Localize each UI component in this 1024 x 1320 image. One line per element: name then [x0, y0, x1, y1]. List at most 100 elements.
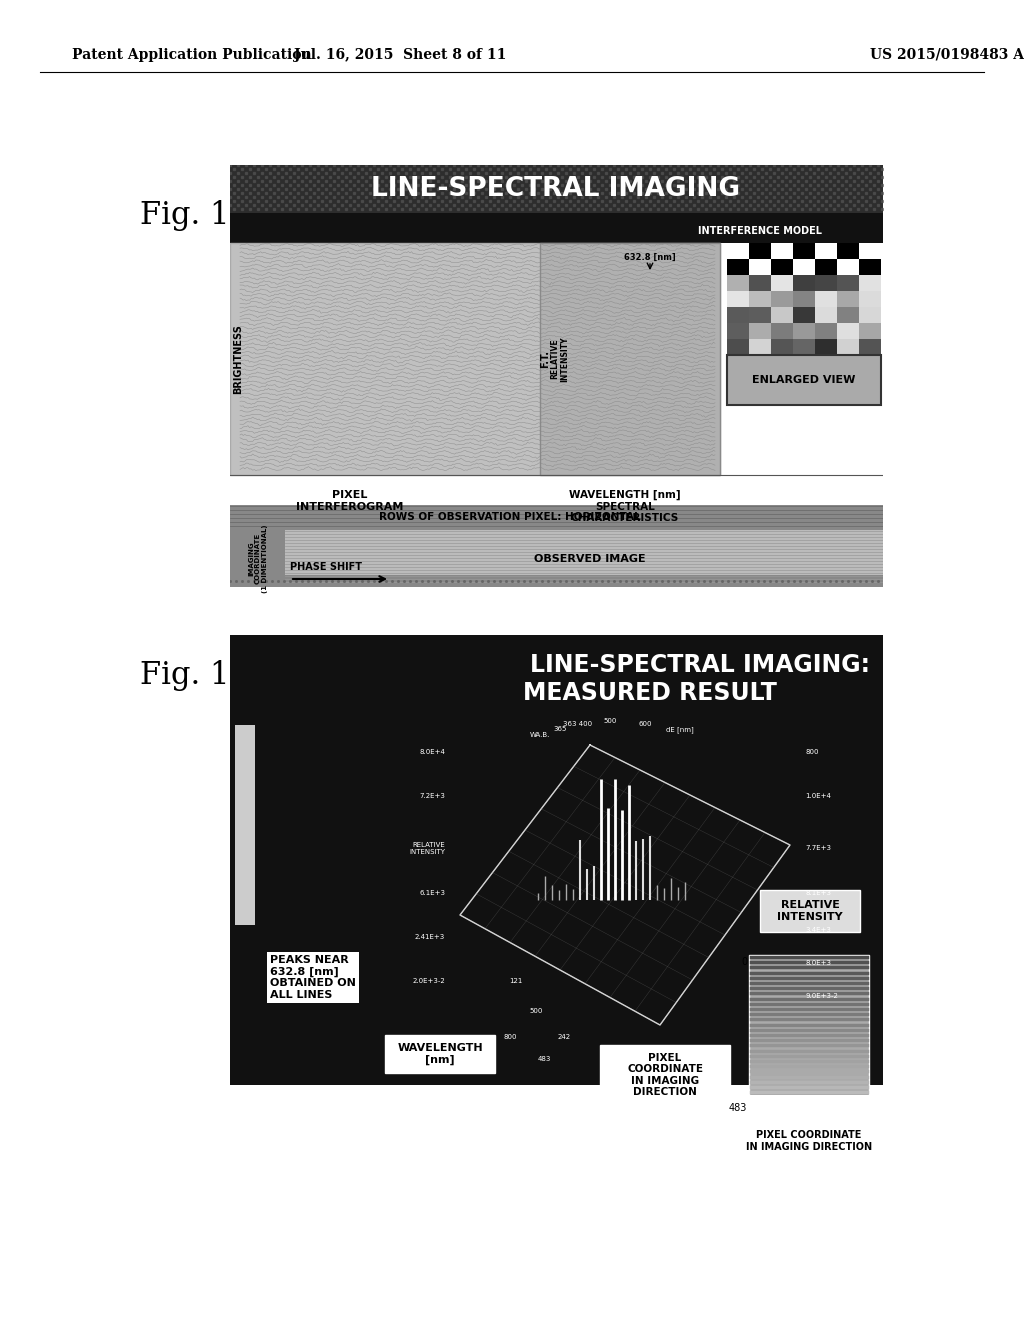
Bar — [727, 243, 749, 259]
Text: LINE-SPECTRAL IMAGING: LINE-SPECTRAL IMAGING — [372, 176, 740, 202]
Text: PIXEL
COORDINATE
IN IMAGING
DIRECTION: PIXEL COORDINATE IN IMAGING DIRECTION — [627, 1052, 703, 1097]
Text: PHASE SHIFT: PHASE SHIFT — [290, 562, 362, 572]
Text: 500: 500 — [603, 718, 616, 723]
Text: 3.4E+3: 3.4E+3 — [805, 927, 830, 933]
Text: 242: 242 — [557, 1034, 570, 1040]
Bar — [727, 275, 749, 290]
Bar — [793, 259, 815, 275]
Text: RELATIVE
INTENSITY: RELATIVE INTENSITY — [550, 337, 569, 381]
Bar — [285, 531, 883, 587]
Bar — [771, 290, 793, 308]
Bar — [230, 576, 883, 587]
Bar — [837, 308, 859, 323]
Bar — [749, 290, 771, 308]
Bar — [230, 165, 883, 213]
Text: Patent Application Publication: Patent Application Publication — [72, 48, 311, 62]
Bar — [837, 259, 859, 275]
Bar — [727, 339, 749, 355]
Text: RELATIVE
INTENSITY: RELATIVE INTENSITY — [409, 842, 445, 855]
Bar — [859, 308, 881, 323]
Text: 500: 500 — [529, 1008, 543, 1014]
Bar — [771, 275, 793, 290]
Bar — [859, 290, 881, 308]
Bar — [760, 890, 860, 932]
Text: dE [nm]: dE [nm] — [667, 726, 694, 733]
Bar — [837, 243, 859, 259]
Text: IMAGING
COORDINATE
(1 DIMENTIONAL): IMAGING COORDINATE (1 DIMENTIONAL) — [248, 524, 268, 593]
Bar — [771, 308, 793, 323]
Bar — [727, 355, 881, 405]
Text: INTERFERENCE MODEL: INTERFERENCE MODEL — [698, 226, 822, 236]
Bar — [815, 339, 837, 355]
Bar — [749, 308, 771, 323]
Text: US 2015/0198483 A1: US 2015/0198483 A1 — [870, 48, 1024, 62]
Text: 800: 800 — [503, 1034, 517, 1040]
Bar — [815, 259, 837, 275]
Text: PEAKS NEAR
632.8 [nm]
OBTAINED ON
ALL LINES: PEAKS NEAR 632.8 [nm] OBTAINED ON ALL LI… — [270, 954, 356, 1001]
Bar — [234, 725, 255, 925]
Text: 9.0E+3-2: 9.0E+3-2 — [805, 993, 838, 999]
Bar — [859, 323, 881, 339]
Text: WA.B.: WA.B. — [529, 733, 550, 738]
Bar — [815, 275, 837, 290]
Text: 363 400: 363 400 — [563, 721, 593, 727]
Bar — [230, 506, 883, 531]
Text: 483: 483 — [538, 1056, 551, 1063]
Bar — [230, 635, 883, 715]
Text: 8.0E+4: 8.0E+4 — [419, 748, 445, 755]
Text: OBSERVED IMAGE: OBSERVED IMAGE — [535, 553, 646, 564]
Bar — [815, 290, 837, 308]
Bar — [793, 339, 815, 355]
Bar — [793, 308, 815, 323]
Bar — [230, 213, 883, 243]
Text: 8.0E+3: 8.0E+3 — [805, 960, 831, 966]
Bar — [837, 339, 859, 355]
Bar — [749, 323, 771, 339]
Bar — [859, 275, 881, 290]
Bar — [749, 275, 771, 290]
Text: WAVELENGTH [nm]
SPECTRAL
CHARACTERISTICS: WAVELENGTH [nm] SPECTRAL CHARACTERISTICS — [569, 490, 681, 524]
Text: RELATIVE
INTENSITY: RELATIVE INTENSITY — [777, 900, 843, 921]
Text: 800: 800 — [805, 748, 818, 755]
Text: Fig. 15: Fig. 15 — [140, 201, 249, 231]
Text: MEASURED RESULT: MEASURED RESULT — [523, 681, 777, 705]
Bar — [793, 275, 815, 290]
Bar — [230, 715, 883, 1085]
Bar — [771, 259, 793, 275]
Text: 365: 365 — [553, 726, 566, 733]
Bar — [793, 323, 815, 339]
Text: ENLARGED VIEW: ENLARGED VIEW — [753, 375, 856, 385]
Text: 6.1E+3: 6.1E+3 — [419, 890, 445, 895]
Bar — [600, 1045, 730, 1105]
Text: 632.8 [nm]: 632.8 [nm] — [624, 253, 676, 261]
Bar — [749, 954, 869, 1115]
Text: 0: 0 — [741, 957, 746, 968]
Text: 2.0E+3-2: 2.0E+3-2 — [413, 978, 445, 985]
Bar — [727, 323, 749, 339]
Bar — [749, 259, 771, 275]
Text: 483: 483 — [729, 1104, 746, 1113]
Text: 600: 600 — [638, 721, 651, 727]
Bar — [230, 531, 285, 587]
Bar — [771, 323, 793, 339]
Bar — [837, 275, 859, 290]
Bar — [837, 290, 859, 308]
Bar — [540, 243, 720, 475]
Bar — [859, 243, 881, 259]
Bar — [837, 323, 859, 339]
Bar — [815, 323, 837, 339]
Bar — [793, 243, 815, 259]
Text: 2.41E+3: 2.41E+3 — [415, 935, 445, 940]
Bar — [385, 1035, 495, 1073]
Text: WAVELENGTH
[nm]: WAVELENGTH [nm] — [397, 1043, 482, 1065]
Bar — [793, 290, 815, 308]
Bar — [859, 339, 881, 355]
Text: LINE-SPECTRAL IMAGING:: LINE-SPECTRAL IMAGING: — [530, 653, 870, 677]
Bar — [815, 308, 837, 323]
Bar — [749, 339, 771, 355]
Bar — [815, 243, 837, 259]
Bar — [230, 243, 720, 475]
Bar — [859, 259, 881, 275]
Text: 7.7E+3: 7.7E+3 — [805, 845, 831, 851]
Text: 1.0E+4: 1.0E+4 — [805, 793, 830, 800]
